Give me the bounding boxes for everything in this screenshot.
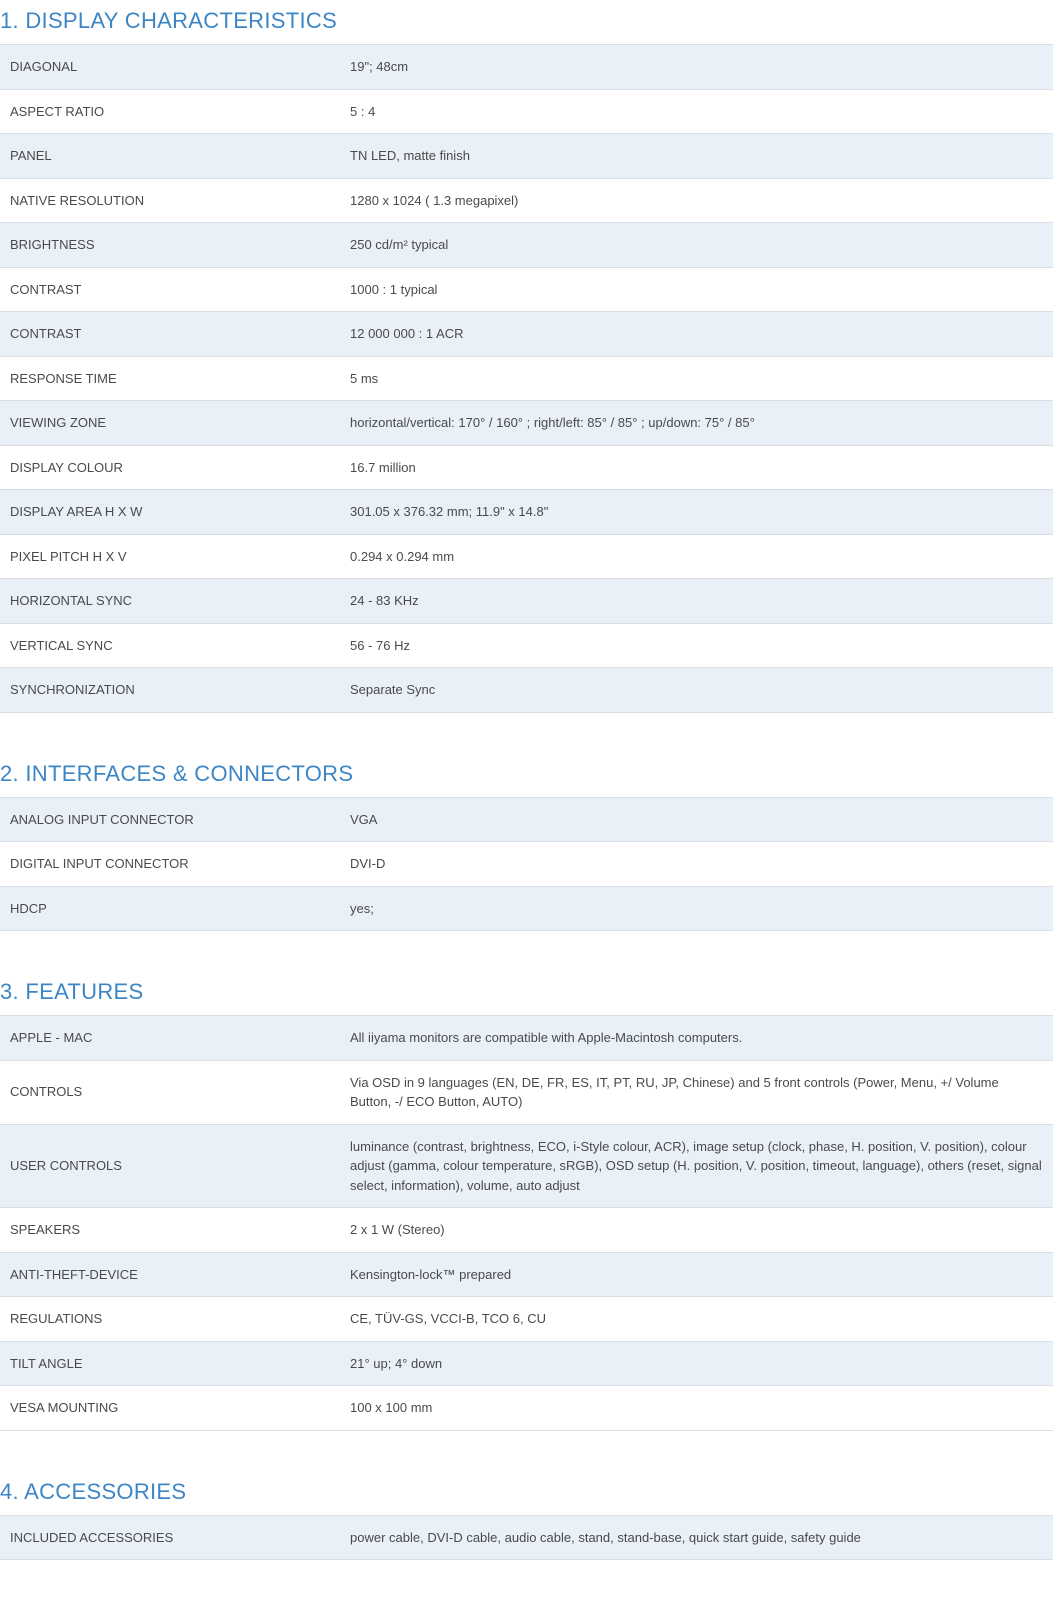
spec-label: DIGITAL INPUT CONNECTOR	[0, 842, 340, 887]
spec-table: DIAGONAL19"; 48cmASPECT RATIO5 : 4PANELT…	[0, 44, 1053, 713]
table-row: TILT ANGLE21° up; 4° down	[0, 1341, 1053, 1386]
spec-label: SPEAKERS	[0, 1208, 340, 1253]
spec-value: 250 cd/m² typical	[340, 223, 1053, 268]
spec-label: ASPECT RATIO	[0, 89, 340, 134]
spec-sheet: 1. DISPLAY CHARACTERISTICSDIAGONAL19"; 4…	[0, 0, 1053, 1560]
table-row: DIGITAL INPUT CONNECTORDVI-D	[0, 842, 1053, 887]
spec-value: luminance (contrast, brightness, ECO, i-…	[340, 1124, 1053, 1208]
table-row: DISPLAY AREA H X W301.05 x 376.32 mm; 11…	[0, 490, 1053, 535]
table-row: USER CONTROLSluminance (contrast, bright…	[0, 1124, 1053, 1208]
spec-value: 19"; 48cm	[340, 45, 1053, 90]
spec-label: CONTRAST	[0, 267, 340, 312]
spec-label: PANEL	[0, 134, 340, 179]
table-row: RESPONSE TIME5 ms	[0, 356, 1053, 401]
spec-label: ANTI-THEFT-DEVICE	[0, 1252, 340, 1297]
spec-label: CONTROLS	[0, 1060, 340, 1124]
spec-value: DVI-D	[340, 842, 1053, 887]
spec-value: 301.05 x 376.32 mm; 11.9" x 14.8"	[340, 490, 1053, 535]
spec-label: HDCP	[0, 886, 340, 931]
spec-label: VERTICAL SYNC	[0, 623, 340, 668]
spec-section: 4. ACCESSORIESINCLUDED ACCESSORIESpower …	[0, 1471, 1053, 1561]
section-title: 2. INTERFACES & CONNECTORS	[0, 753, 1053, 797]
spec-label: TILT ANGLE	[0, 1341, 340, 1386]
table-row: BRIGHTNESS250 cd/m² typical	[0, 223, 1053, 268]
spec-label: BRIGHTNESS	[0, 223, 340, 268]
spec-value: horizontal/vertical: 170° / 160° ; right…	[340, 401, 1053, 446]
table-row: HDCPyes;	[0, 886, 1053, 931]
spec-table: ANALOG INPUT CONNECTORVGADIGITAL INPUT C…	[0, 797, 1053, 932]
spec-label: VIEWING ZONE	[0, 401, 340, 446]
spec-value: 12 000 000 : 1 ACR	[340, 312, 1053, 357]
table-row: INCLUDED ACCESSORIESpower cable, DVI-D c…	[0, 1515, 1053, 1560]
spec-label: SYNCHRONIZATION	[0, 668, 340, 713]
spec-value: Separate Sync	[340, 668, 1053, 713]
table-row: HORIZONTAL SYNC24 - 83 KHz	[0, 579, 1053, 624]
table-row: SPEAKERS2 x 1 W (Stereo)	[0, 1208, 1053, 1253]
table-row: SYNCHRONIZATIONSeparate Sync	[0, 668, 1053, 713]
spec-value: yes;	[340, 886, 1053, 931]
spec-label: DIAGONAL	[0, 45, 340, 90]
table-row: NATIVE RESOLUTION1280 x 1024 ( 1.3 megap…	[0, 178, 1053, 223]
spec-value: 1000 : 1 typical	[340, 267, 1053, 312]
spec-table: INCLUDED ACCESSORIESpower cable, DVI-D c…	[0, 1515, 1053, 1561]
spec-value: 5 : 4	[340, 89, 1053, 134]
spec-label: VESA MOUNTING	[0, 1386, 340, 1431]
spec-value: Via OSD in 9 languages (EN, DE, FR, ES, …	[340, 1060, 1053, 1124]
spec-label: ANALOG INPUT CONNECTOR	[0, 797, 340, 842]
spec-value: 2 x 1 W (Stereo)	[340, 1208, 1053, 1253]
table-row: VERTICAL SYNC56 - 76 Hz	[0, 623, 1053, 668]
spec-value: 0.294 x 0.294 mm	[340, 534, 1053, 579]
spec-value: Kensington-lock™ prepared	[340, 1252, 1053, 1297]
spec-value: VGA	[340, 797, 1053, 842]
spec-value: power cable, DVI-D cable, audio cable, s…	[340, 1515, 1053, 1560]
table-row: PANELTN LED, matte finish	[0, 134, 1053, 179]
spec-label: REGULATIONS	[0, 1297, 340, 1342]
spec-label: HORIZONTAL SYNC	[0, 579, 340, 624]
spec-label: DISPLAY AREA H X W	[0, 490, 340, 535]
section-title: 1. DISPLAY CHARACTERISTICS	[0, 0, 1053, 44]
spec-value: All iiyama monitors are compatible with …	[340, 1016, 1053, 1061]
table-row: VESA MOUNTING100 x 100 mm	[0, 1386, 1053, 1431]
table-row: PIXEL PITCH H X V0.294 x 0.294 mm	[0, 534, 1053, 579]
spec-value: 56 - 76 Hz	[340, 623, 1053, 668]
table-row: CONTRAST1000 : 1 typical	[0, 267, 1053, 312]
spec-value: 16.7 million	[340, 445, 1053, 490]
table-row: CONTRAST12 000 000 : 1 ACR	[0, 312, 1053, 357]
table-row: DISPLAY COLOUR16.7 million	[0, 445, 1053, 490]
spec-label: APPLE - MAC	[0, 1016, 340, 1061]
spec-section: 2. INTERFACES & CONNECTORSANALOG INPUT C…	[0, 753, 1053, 932]
table-row: DIAGONAL19"; 48cm	[0, 45, 1053, 90]
table-row: REGULATIONSCE, TÜV-GS, VCCI-B, TCO 6, CU	[0, 1297, 1053, 1342]
section-title: 4. ACCESSORIES	[0, 1471, 1053, 1515]
spec-label: RESPONSE TIME	[0, 356, 340, 401]
spec-value: 100 x 100 mm	[340, 1386, 1053, 1431]
spec-label: PIXEL PITCH H X V	[0, 534, 340, 579]
table-row: ANALOG INPUT CONNECTORVGA	[0, 797, 1053, 842]
spec-value: 24 - 83 KHz	[340, 579, 1053, 624]
spec-value: 1280 x 1024 ( 1.3 megapixel)	[340, 178, 1053, 223]
table-row: APPLE - MACAll iiyama monitors are compa…	[0, 1016, 1053, 1061]
table-row: CONTROLSVia OSD in 9 languages (EN, DE, …	[0, 1060, 1053, 1124]
spec-section: 3. FEATURESAPPLE - MACAll iiyama monitor…	[0, 971, 1053, 1431]
table-row: VIEWING ZONEhorizontal/vertical: 170° / …	[0, 401, 1053, 446]
spec-label: USER CONTROLS	[0, 1124, 340, 1208]
spec-value: 5 ms	[340, 356, 1053, 401]
spec-value: CE, TÜV-GS, VCCI-B, TCO 6, CU	[340, 1297, 1053, 1342]
spec-value: 21° up; 4° down	[340, 1341, 1053, 1386]
table-row: ANTI-THEFT-DEVICEKensington-lock™ prepar…	[0, 1252, 1053, 1297]
section-title: 3. FEATURES	[0, 971, 1053, 1015]
spec-label: NATIVE RESOLUTION	[0, 178, 340, 223]
spec-label: INCLUDED ACCESSORIES	[0, 1515, 340, 1560]
spec-section: 1. DISPLAY CHARACTERISTICSDIAGONAL19"; 4…	[0, 0, 1053, 713]
spec-value: TN LED, matte finish	[340, 134, 1053, 179]
spec-table: APPLE - MACAll iiyama monitors are compa…	[0, 1015, 1053, 1431]
spec-label: DISPLAY COLOUR	[0, 445, 340, 490]
spec-label: CONTRAST	[0, 312, 340, 357]
table-row: ASPECT RATIO5 : 4	[0, 89, 1053, 134]
